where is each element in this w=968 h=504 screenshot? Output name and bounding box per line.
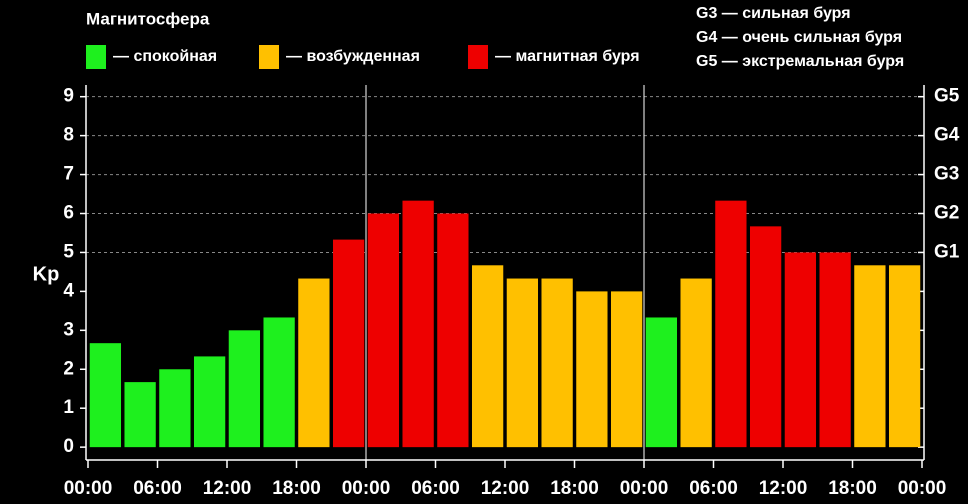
bar	[124, 382, 156, 448]
y-tick-label: 7	[63, 164, 74, 185]
y2-tick-label: G3	[934, 164, 959, 185]
chart-title: Магнитосфера	[86, 9, 210, 28]
legend-label: — магнитная буря	[495, 48, 640, 65]
y-tick-label: 1	[63, 397, 74, 418]
y-tick-label: 2	[63, 358, 74, 379]
y-tick-label: 5	[63, 241, 74, 262]
x-tick-label: 18:00	[828, 478, 877, 499]
bar	[888, 265, 921, 448]
y2-tick-label: G5	[934, 86, 960, 107]
x-tick-label: 06:00	[133, 478, 182, 499]
legend-label: — спокойная	[113, 48, 217, 65]
bar	[402, 200, 434, 448]
bar	[715, 200, 747, 448]
bar	[193, 356, 226, 448]
x-tick-label: 12:00	[759, 478, 808, 499]
note: G4 — очень сильная буря	[696, 29, 902, 46]
bar	[367, 213, 400, 448]
y-tick-label: 6	[63, 203, 74, 224]
bar	[228, 330, 261, 448]
x-tick-label: 00:00	[64, 478, 113, 499]
bar	[298, 278, 330, 448]
y-tick-label: 9	[63, 86, 74, 107]
x-tick-label: 12:00	[481, 478, 530, 499]
bar	[784, 252, 817, 448]
y-tick-label: 8	[63, 125, 74, 146]
bar	[506, 278, 539, 448]
bar	[576, 291, 608, 448]
y-tick-label: 4	[63, 280, 74, 301]
bar	[645, 317, 678, 448]
note: G5 — экстремальная буря	[696, 53, 904, 70]
x-tick-label: 12:00	[203, 478, 252, 499]
y-axis-label: Kp	[33, 263, 60, 285]
x-tick-label: 00:00	[620, 478, 669, 499]
bar	[89, 343, 122, 448]
bar	[263, 317, 295, 448]
bar	[471, 265, 504, 448]
note: G3 — сильная буря	[696, 5, 851, 22]
y2-tick-label: G4	[934, 125, 960, 146]
bar	[437, 213, 469, 448]
bar	[819, 252, 851, 448]
y-tick-label: 0	[63, 436, 74, 457]
legend-swatch	[86, 45, 106, 69]
x-tick-label: 18:00	[550, 478, 599, 499]
bar	[610, 291, 643, 448]
legend-swatch	[259, 45, 279, 69]
y2-tick-label: G1	[934, 241, 960, 262]
bar	[680, 278, 712, 448]
bar	[541, 278, 573, 448]
legend-swatch	[468, 45, 488, 69]
bar	[749, 226, 782, 448]
bar	[854, 265, 886, 448]
bar	[159, 369, 191, 448]
x-tick-label: 00:00	[898, 478, 947, 499]
x-tick-label: 18:00	[272, 478, 321, 499]
y2-tick-label: G2	[934, 203, 959, 224]
legend-label: — возбужденная	[286, 48, 420, 65]
x-tick-label: 06:00	[689, 478, 738, 499]
x-tick-label: 06:00	[411, 478, 460, 499]
y-tick-label: 3	[63, 319, 74, 340]
bar	[332, 239, 365, 448]
x-tick-label: 00:00	[342, 478, 391, 499]
